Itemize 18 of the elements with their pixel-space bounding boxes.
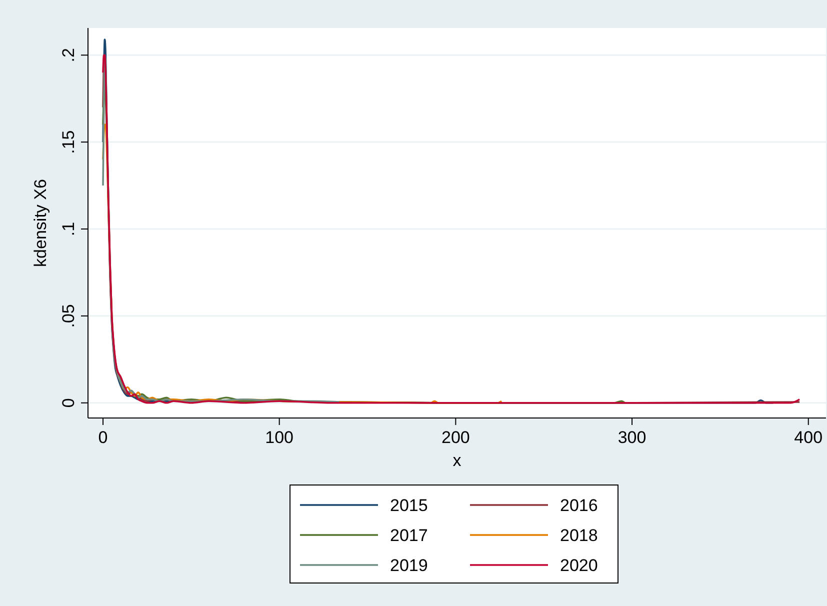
legend-label: 2019 [390,556,428,575]
y-tick-label: .2 [59,48,78,62]
legend-label: 2020 [560,556,598,575]
y-axis-title: kdensity X6 [31,179,50,267]
legend-label: 2015 [390,496,428,515]
legend-label: 2017 [390,526,428,545]
x-tick-label: 0 [98,428,108,447]
y-tick-label: .05 [59,304,78,328]
y-tick-label: .1 [59,222,78,236]
legend-label: 2016 [560,496,598,515]
x-axis-title: x [452,451,462,470]
y-tick-label: .15 [59,130,78,154]
x-tick-label: 200 [441,428,470,447]
legend-label: 2018 [560,526,598,545]
x-tick-label: 100 [265,428,294,447]
y-tick-label: 0 [59,398,78,408]
x-tick-label: 300 [618,428,646,447]
x-tick-label: 400 [794,428,823,447]
